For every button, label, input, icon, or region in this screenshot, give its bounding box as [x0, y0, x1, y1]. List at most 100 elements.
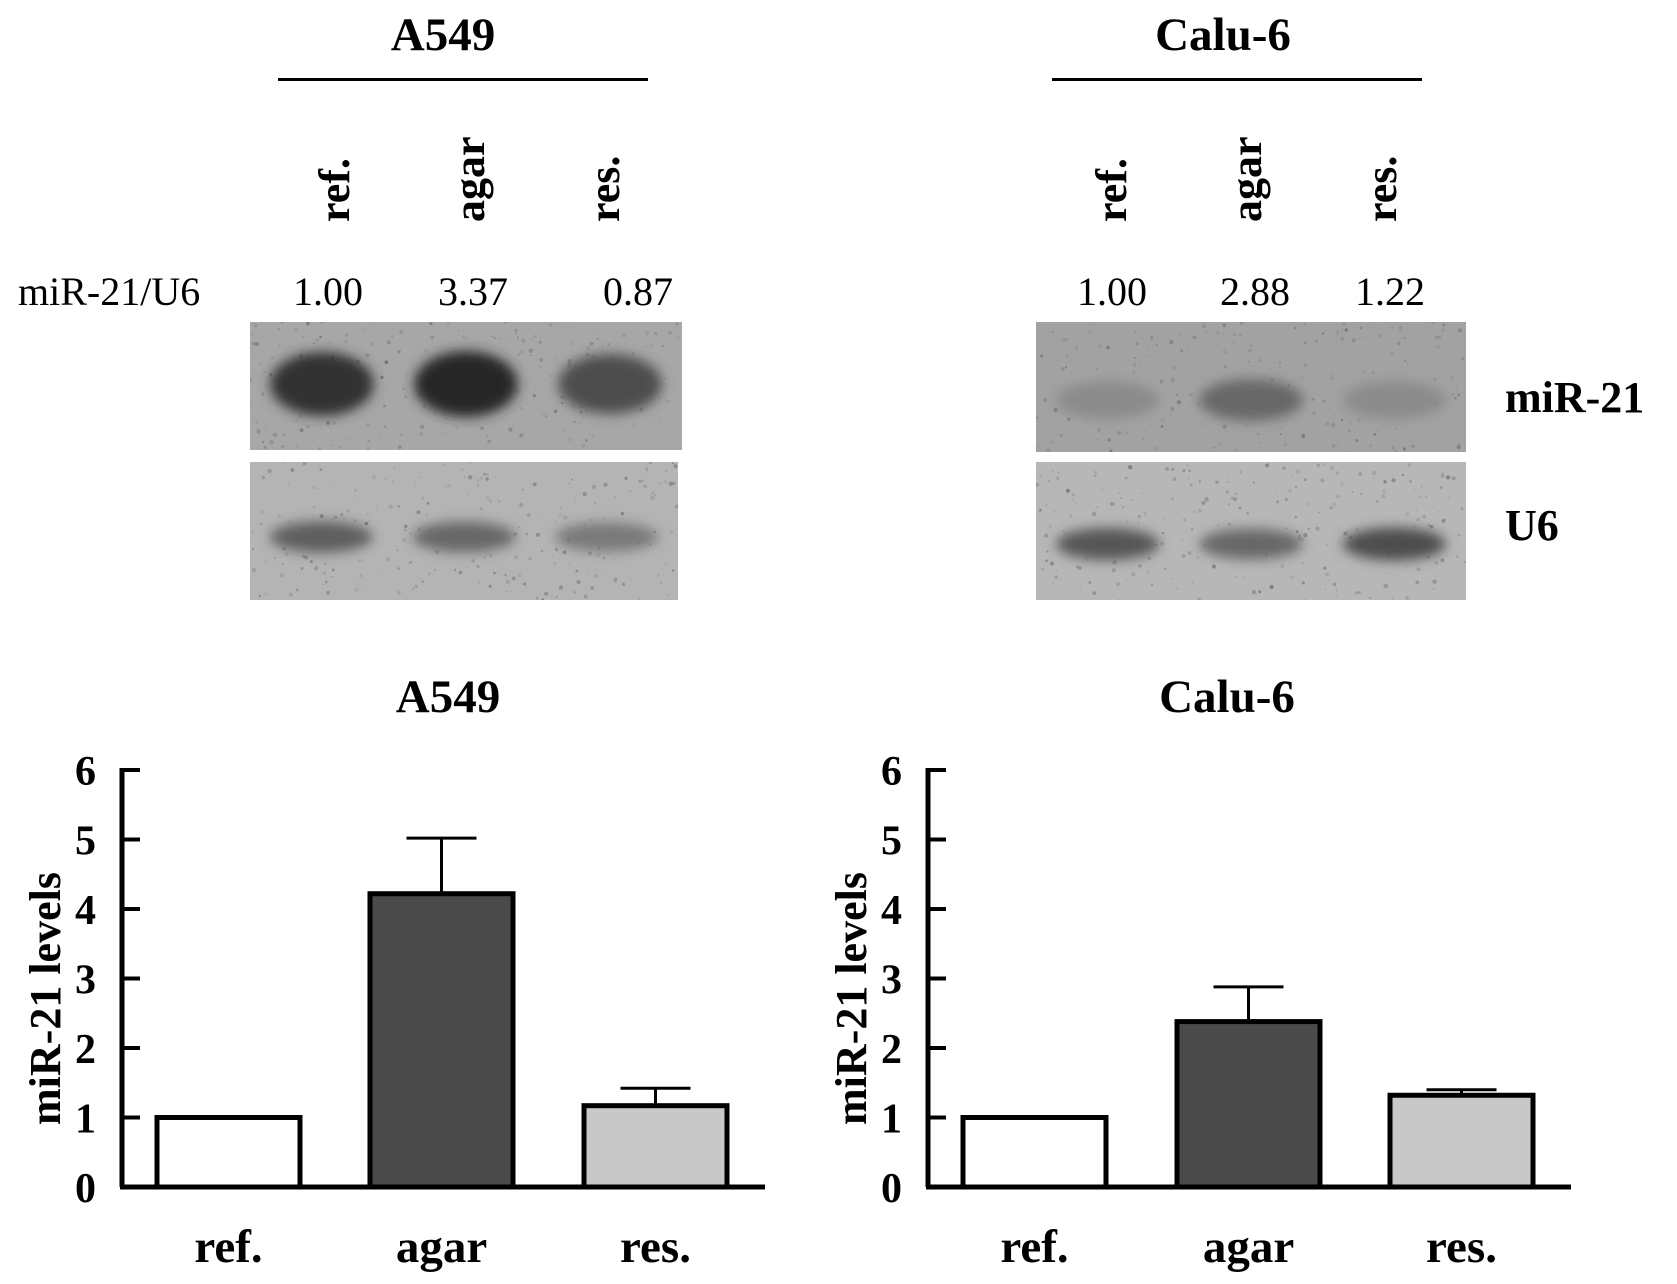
blot-speckle	[1301, 562, 1304, 565]
blot-speckle	[494, 332, 497, 334]
blot-speckle	[596, 552, 601, 558]
blot-speckle	[1057, 360, 1059, 362]
blot-speckle	[1322, 399, 1326, 403]
blot-speckle	[442, 463, 445, 466]
blot-speckle	[520, 350, 524, 355]
title-underline	[278, 78, 648, 81]
blot-speckle	[316, 338, 319, 341]
blot-speckle	[519, 433, 524, 438]
blot-speckle	[1197, 597, 1201, 600]
blot-speckle	[517, 573, 522, 578]
blot-speckle	[1181, 539, 1184, 542]
blot-speckle	[1109, 447, 1114, 452]
blot-speckle	[522, 582, 527, 586]
blot-speckle	[1176, 587, 1179, 590]
blot-speckle	[421, 580, 424, 583]
blot-speckle	[1046, 448, 1051, 452]
blot-speckle	[1258, 590, 1262, 594]
blot-speckle	[1120, 497, 1123, 499]
blot-image	[1036, 462, 1466, 600]
blot-speckle	[654, 494, 657, 497]
blot-speckle	[594, 329, 598, 333]
blot-speckle	[1224, 365, 1227, 369]
blot-speckle	[302, 462, 307, 466]
blot-speckle	[1249, 344, 1252, 347]
blot-speckle	[485, 434, 489, 438]
blot-speckle	[1405, 512, 1410, 517]
blot-speckle	[294, 444, 299, 449]
blot-speckle	[516, 336, 519, 339]
blot-speckle	[322, 583, 325, 586]
blot-speckle	[255, 342, 259, 346]
blot-speckle	[1303, 598, 1306, 600]
blot-speckle	[252, 341, 256, 346]
blot-speckle	[1171, 467, 1175, 472]
blot-speckle	[433, 442, 436, 446]
blot-speckle	[1323, 566, 1327, 570]
blot-speckle	[1458, 443, 1460, 445]
blot-speckle	[1069, 429, 1072, 431]
blot-speckle	[1176, 400, 1181, 405]
blot-speckle	[665, 470, 668, 473]
blot-speckle	[1304, 478, 1307, 481]
blot-speckle	[1432, 579, 1437, 584]
blot-speckle	[1333, 362, 1335, 365]
blot-speckle	[384, 479, 386, 481]
blot-speckle	[324, 562, 327, 566]
blot-speckle	[293, 328, 298, 332]
blot-speckle	[1455, 388, 1458, 390]
blot-speckle	[498, 500, 500, 503]
blot-speckle	[560, 498, 563, 500]
blot-speckle	[1234, 575, 1237, 578]
blot-speckle	[255, 352, 257, 355]
blot-speckle	[250, 401, 252, 403]
mir21-blot-calu6	[1036, 322, 1466, 452]
blot-speckle	[261, 392, 265, 396]
blot-speckle	[433, 550, 435, 552]
blot-speckle	[568, 482, 570, 484]
blot-speckle	[486, 473, 489, 476]
blot-speckle	[1045, 559, 1048, 563]
blot-speckle	[1441, 472, 1444, 475]
blot-speckle	[513, 555, 518, 560]
blot-speckle	[1087, 330, 1092, 335]
blot-speckle	[1190, 528, 1194, 531]
blot-speckle	[603, 482, 608, 487]
blot-speckle	[395, 538, 397, 540]
blot-speckle	[1330, 372, 1335, 378]
blot-speckle	[1172, 365, 1177, 370]
blot-speckle	[1169, 340, 1174, 344]
blot-speckle	[505, 338, 508, 341]
blot-speckle	[1092, 591, 1097, 596]
blot-speckle	[587, 570, 589, 572]
blot-speckle	[354, 587, 359, 592]
blot-speckle	[1247, 339, 1250, 341]
blot-speckle	[476, 564, 480, 569]
blot-speckle	[1275, 489, 1277, 492]
blot-speckle	[1439, 486, 1443, 490]
bar-res	[581, 1103, 730, 1190]
blot-speckle	[1282, 473, 1284, 475]
blot-speckle	[659, 397, 661, 399]
blot-speckle	[542, 513, 544, 515]
blot-speckle	[1189, 483, 1193, 487]
blot-speckle	[419, 432, 424, 436]
blot-speckle	[1325, 572, 1329, 577]
blot-speckle	[1233, 497, 1237, 502]
blot-speckle	[639, 408, 644, 413]
blot-speckle	[1039, 508, 1042, 511]
blot-speckle	[601, 568, 604, 570]
blot-speckle	[1391, 478, 1396, 483]
blot-speckle	[399, 330, 404, 335]
blot-speckle	[1109, 450, 1113, 452]
blot-speckle	[665, 527, 667, 529]
blot-speckle	[1279, 426, 1284, 431]
blot-speckle	[571, 478, 573, 481]
y-tick-label: 2	[881, 1027, 902, 1073]
blot-speckle	[1059, 433, 1064, 438]
blot-speckle	[1071, 498, 1075, 502]
blot-speckle	[391, 335, 394, 338]
blot-speckle	[1242, 438, 1244, 441]
blot-speckle	[415, 484, 417, 486]
blot-speckle	[1146, 354, 1148, 356]
